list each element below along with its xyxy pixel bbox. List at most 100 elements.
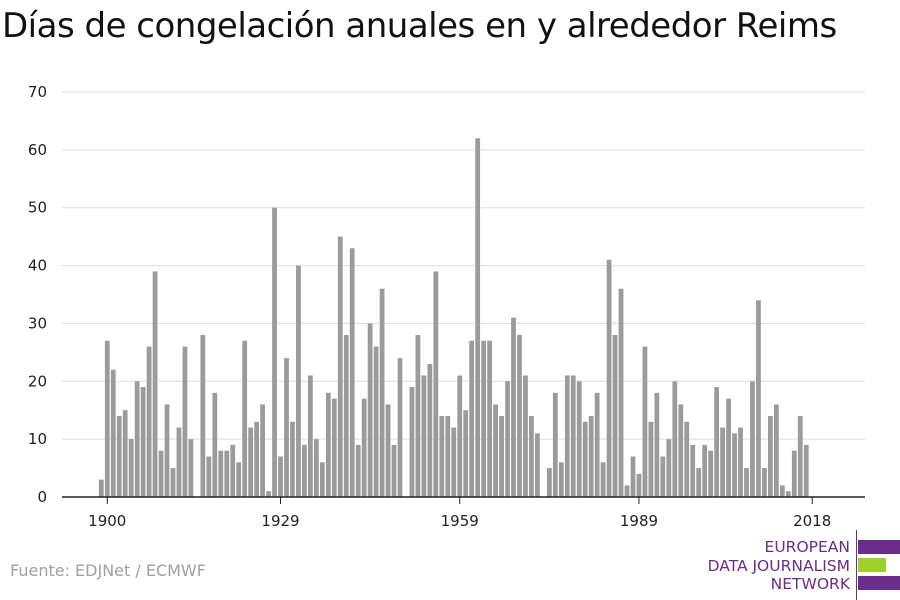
bar xyxy=(499,416,504,497)
bar xyxy=(337,236,343,497)
bar xyxy=(278,456,283,497)
x-tick-label: 1989 xyxy=(620,512,658,530)
bar xyxy=(768,416,773,497)
bar xyxy=(415,335,421,497)
bar xyxy=(756,300,761,497)
bar xyxy=(343,335,349,497)
x-tick-label: 1959 xyxy=(441,512,479,530)
bar xyxy=(660,456,666,497)
logo-line-1: EUROPEAN xyxy=(764,538,850,556)
y-tick-label: 50 xyxy=(28,199,47,217)
bar xyxy=(612,335,618,497)
bar xyxy=(457,375,463,497)
bar xyxy=(732,433,737,497)
bar xyxy=(487,340,492,497)
logo-bar-green xyxy=(858,558,886,572)
bar xyxy=(170,468,176,497)
bar xyxy=(182,346,188,497)
bar xyxy=(606,259,612,497)
bar xyxy=(708,450,714,497)
bar xyxy=(696,468,702,497)
bar xyxy=(379,288,385,497)
logo-line-3: NETWORK xyxy=(770,575,850,593)
bar xyxy=(672,381,678,497)
bar xyxy=(122,410,128,497)
bar xyxy=(367,323,373,497)
bar xyxy=(738,427,743,497)
bar xyxy=(785,491,791,497)
bar xyxy=(266,491,271,497)
bar xyxy=(582,421,588,497)
y-tick-label: 20 xyxy=(28,372,47,390)
bar xyxy=(110,369,116,497)
bar xyxy=(218,450,224,497)
bar xyxy=(427,363,433,497)
bar xyxy=(188,439,194,497)
bar xyxy=(391,444,397,497)
bar xyxy=(104,340,110,497)
bar xyxy=(409,387,415,497)
bar xyxy=(248,427,254,497)
bar xyxy=(505,381,510,497)
bar xyxy=(511,317,516,497)
bar xyxy=(152,271,158,497)
bar xyxy=(678,404,684,497)
bar xyxy=(618,288,624,497)
bar xyxy=(666,439,672,497)
bar xyxy=(212,392,218,497)
bar xyxy=(439,416,445,497)
bar xyxy=(140,387,146,497)
bar xyxy=(690,444,696,497)
bar xyxy=(564,375,570,497)
x-tick-label: 1929 xyxy=(261,512,299,530)
bar xyxy=(433,271,439,497)
bar xyxy=(636,473,642,497)
bar xyxy=(116,416,122,497)
bar xyxy=(355,444,361,497)
logo-divider xyxy=(856,530,857,600)
bar xyxy=(272,207,277,497)
y-tick-label: 30 xyxy=(28,314,47,332)
bar xyxy=(576,381,582,497)
bar xyxy=(445,416,451,497)
bar xyxy=(791,450,797,497)
bar xyxy=(469,340,475,497)
bar xyxy=(224,450,230,497)
y-tick-label: 40 xyxy=(28,257,47,275)
logo-line-2: DATA JOURNALISM xyxy=(707,557,850,575)
bar xyxy=(308,375,313,497)
bar xyxy=(535,433,540,497)
bar xyxy=(558,462,564,497)
bar xyxy=(648,421,654,497)
bar xyxy=(325,392,331,497)
bar xyxy=(570,375,576,497)
edjnet-logo: EUROPEAN DATA JOURNALISM NETWORK xyxy=(700,528,900,600)
bar xyxy=(128,439,134,497)
bar xyxy=(349,248,355,497)
bar xyxy=(302,444,307,497)
bar xyxy=(475,138,481,498)
bar xyxy=(373,346,379,497)
y-tick-label: 60 xyxy=(28,141,47,159)
bar xyxy=(146,346,152,497)
bar xyxy=(588,416,594,497)
bar xyxy=(720,427,725,497)
bar xyxy=(361,398,367,497)
bar xyxy=(523,375,528,497)
bar xyxy=(630,456,636,497)
bar xyxy=(98,479,104,497)
bar xyxy=(313,439,319,497)
bar xyxy=(481,340,487,497)
bar xyxy=(642,346,648,497)
bar xyxy=(236,462,242,497)
bar xyxy=(319,462,325,497)
bar xyxy=(702,444,708,497)
bar xyxy=(421,375,427,497)
bar xyxy=(529,416,534,497)
bar xyxy=(290,421,295,497)
bar xyxy=(594,392,600,497)
bar xyxy=(726,398,731,497)
bar xyxy=(134,381,140,497)
bar xyxy=(206,456,212,497)
